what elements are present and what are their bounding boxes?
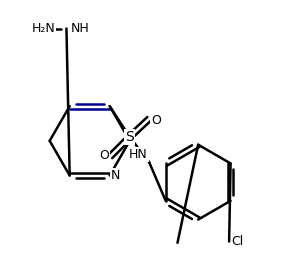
Text: HN: HN — [129, 148, 148, 161]
Text: Cl: Cl — [232, 235, 244, 248]
Text: S: S — [125, 130, 134, 144]
Text: N: N — [111, 169, 120, 182]
Text: O: O — [99, 149, 109, 162]
Text: O: O — [151, 114, 161, 127]
Text: NH: NH — [70, 22, 89, 35]
Text: H₂N: H₂N — [32, 22, 55, 35]
